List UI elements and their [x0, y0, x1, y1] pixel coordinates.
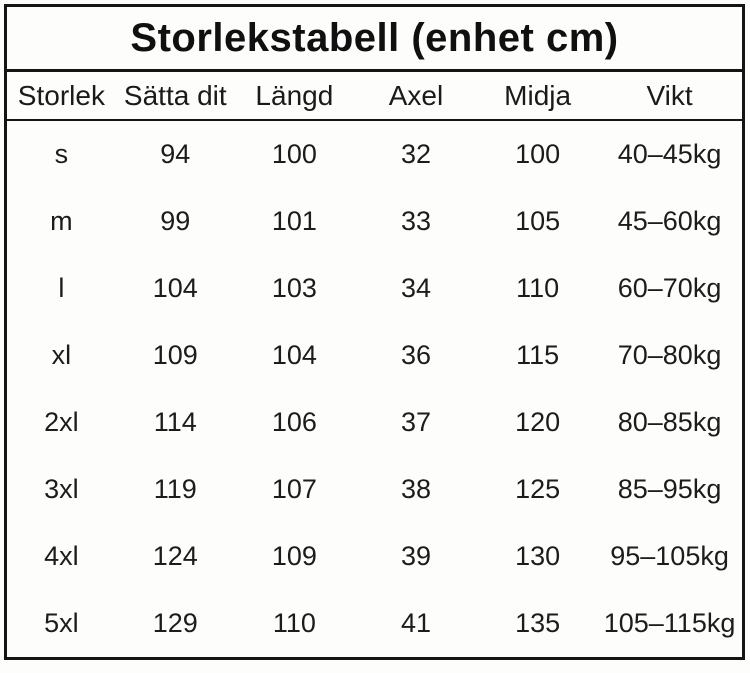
- column-header-2: Längd: [255, 79, 334, 111]
- table-cell: 34: [400, 273, 432, 303]
- column-header-5: Vikt: [646, 79, 693, 111]
- table-cell: 104: [271, 340, 317, 370]
- table-cell: 95–105kg: [610, 541, 729, 571]
- table-cell: 114: [153, 407, 197, 437]
- table-cell: xl: [51, 340, 72, 370]
- table-cell: 110: [272, 608, 316, 638]
- table-row: m 99 101 33 105 45–60kg: [7, 188, 742, 255]
- table-cell: 109: [152, 340, 198, 370]
- table-cell: 125: [515, 474, 561, 504]
- table-row: l 104 103 34 110 60–70kg: [7, 255, 742, 322]
- table-cell: 41: [400, 608, 432, 638]
- table-cell: s: [54, 139, 69, 169]
- table-row: 4xl 124 109 39 130 95–105kg: [7, 523, 742, 590]
- column-header-0: Storlek: [17, 79, 105, 111]
- table-row: xl 109 104 36 115 70–80kg: [7, 322, 742, 389]
- table-cell: 32: [400, 139, 432, 169]
- table-cell: 40–45kg: [617, 139, 722, 169]
- table-cell: 104: [152, 273, 198, 303]
- table-cell: 100: [271, 139, 317, 169]
- table-cell: 107: [271, 474, 317, 504]
- table-cell: 129: [152, 608, 198, 638]
- table-cell: 60–70kg: [617, 273, 722, 303]
- table-cell: 115: [516, 340, 560, 370]
- table-title: Storlekstabell (enhet cm): [7, 7, 742, 72]
- table-cell: 36: [400, 340, 432, 370]
- table-row: 2xl 114 106 37 120 80–85kg: [7, 389, 742, 456]
- table-cell: 70–80kg: [617, 340, 722, 370]
- column-header-3: Axel: [388, 79, 444, 111]
- table-cell: 45–60kg: [617, 206, 722, 236]
- table-cell: 2xl: [44, 407, 79, 437]
- table-cell: 101: [271, 206, 317, 236]
- table-row: 5xl 129 110 41 135 105–115kg: [7, 590, 742, 657]
- table-header: Storlek Sätta dit Längd Axel Midja Vikt: [7, 72, 742, 121]
- table-cell: 100: [515, 139, 561, 169]
- table-body: s 94 100 32 100 40–45kg m 99 101 33 105 45–60kg l 104…: [7, 121, 742, 657]
- table-cell: 37: [400, 407, 432, 437]
- table-cell: 5xl: [44, 608, 79, 638]
- table-cell: 80–85kg: [617, 407, 722, 437]
- table-cell: 105: [515, 206, 561, 236]
- table-cell: 110: [516, 273, 560, 303]
- table-cell: 106: [271, 407, 317, 437]
- table-cell: 85–95kg: [617, 474, 722, 504]
- column-header-4: Midja: [504, 79, 572, 111]
- table-cell: 3xl: [44, 474, 79, 504]
- table-cell: 109: [271, 541, 317, 571]
- table-cell: 124: [152, 541, 198, 571]
- table-cell: 99: [160, 206, 191, 236]
- table-cell: 33: [400, 206, 432, 236]
- table-cell: 135: [515, 608, 561, 638]
- table-cell: 130: [515, 541, 561, 571]
- table-row: 3xl 119 107 38 125 85–95kg: [7, 456, 742, 523]
- table-cell: 4xl: [44, 541, 79, 571]
- table-cell: 103: [271, 273, 317, 303]
- table-cell: m: [50, 206, 73, 236]
- size-table: Storlekstabell (enhet cm) Storlek Sätta d…: [4, 4, 745, 660]
- table-cell: l: [58, 273, 65, 303]
- table-cell: 120: [515, 407, 561, 437]
- table-cell: 94: [160, 139, 191, 169]
- table-cell: 105–115kg: [603, 608, 736, 638]
- table-cell: 38: [400, 474, 432, 504]
- table-cell: 39: [400, 541, 432, 571]
- table-cell: 119: [153, 474, 197, 504]
- table-row: s 94 100 32 100 40–45kg: [7, 121, 742, 188]
- column-header-1: Sätta dit: [123, 79, 227, 111]
